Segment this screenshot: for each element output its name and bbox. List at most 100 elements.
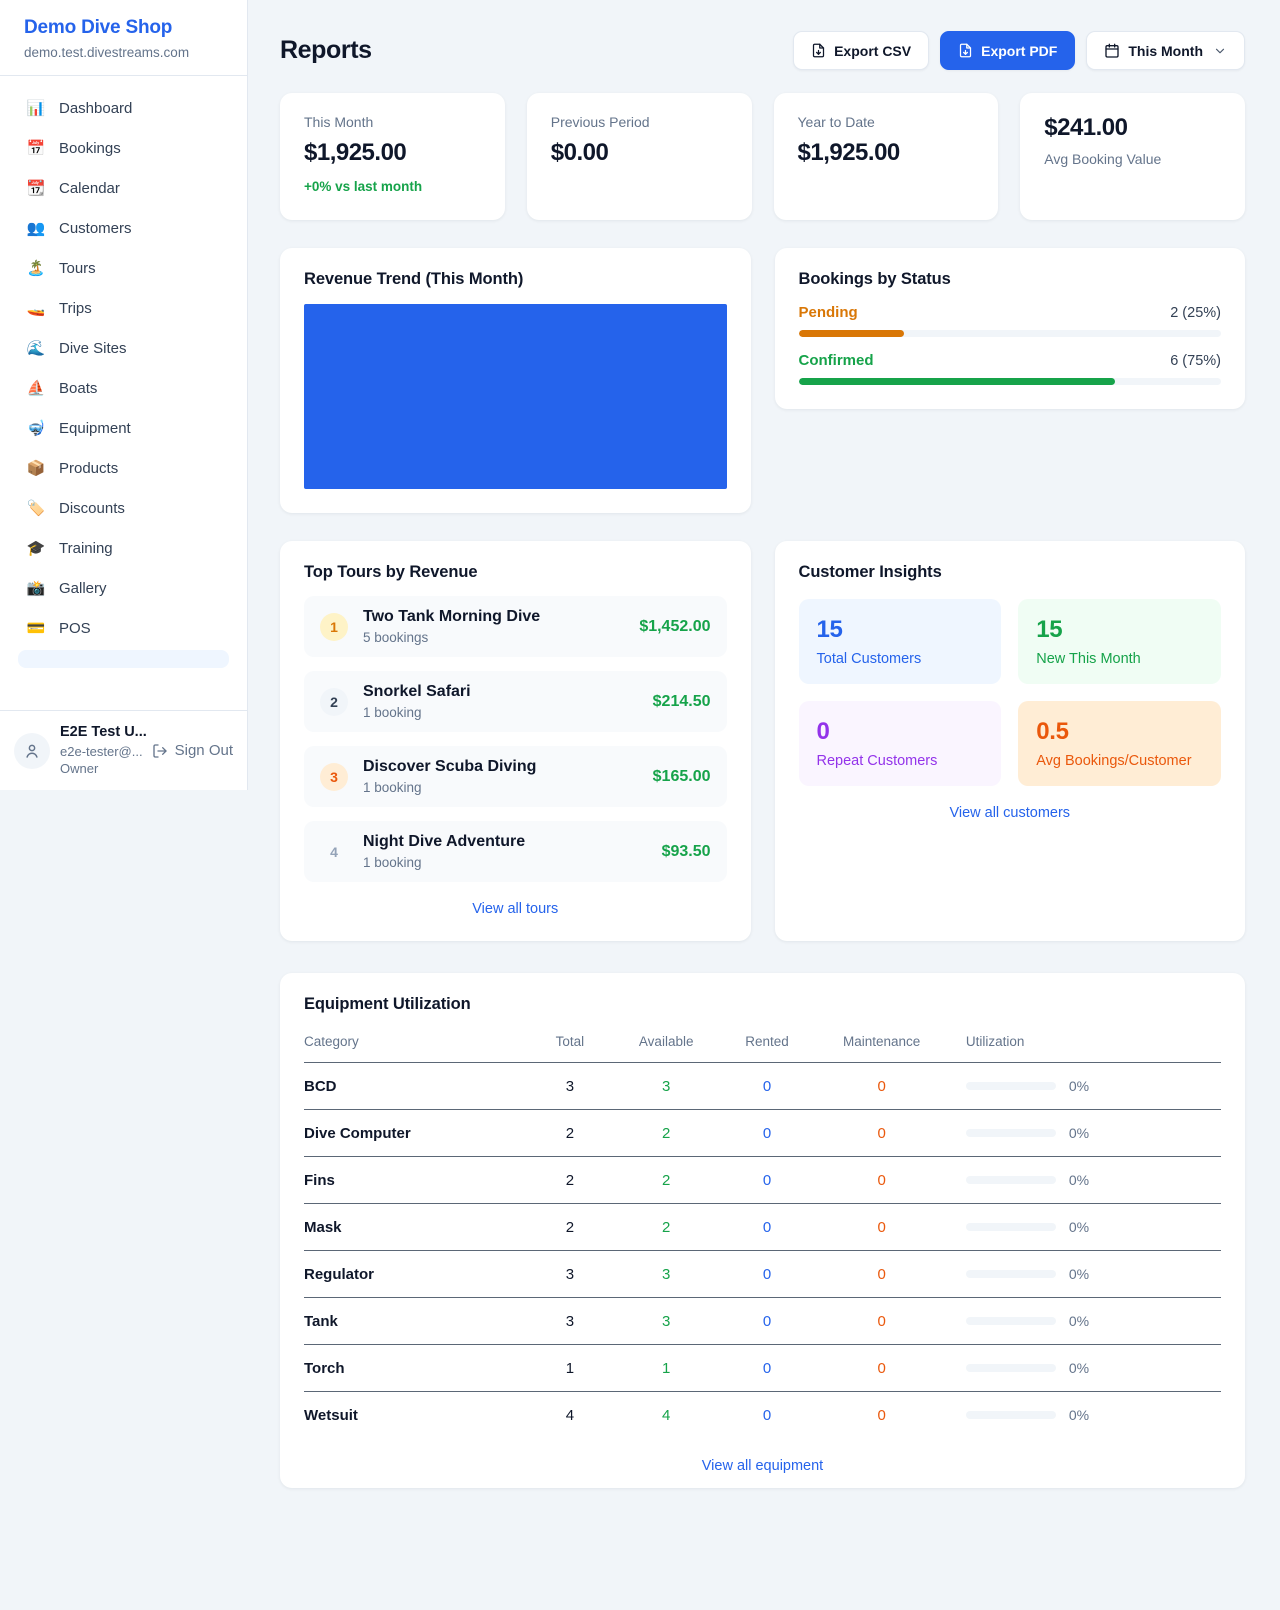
- insight-label: Repeat Customers: [816, 753, 938, 769]
- cell-total: 1: [524, 1344, 616, 1392]
- dashboard-icon: 📊: [26, 100, 46, 117]
- stat-card-year-to-date: Year to Date $1,925.00: [773, 93, 999, 220]
- sidebar-item-trips[interactable]: 🚤 Trips: [14, 290, 233, 326]
- tour-row-3: 3 Discover Scuba Diving 1 booking $165.00: [304, 746, 727, 807]
- sidebar-item-dive-sites[interactable]: 🌊 Dive Sites: [14, 330, 233, 366]
- cell-maintenance: 0: [817, 1156, 946, 1204]
- table-row: Regulator 3 3 0 0 0%: [304, 1250, 1221, 1298]
- cell-total: 2: [524, 1203, 616, 1251]
- sidebar-item-bookings[interactable]: 📅 Bookings: [14, 130, 233, 166]
- cell-utilization: 0%: [945, 1250, 1221, 1298]
- utilization-percent: 0%: [1068, 1125, 1090, 1141]
- export-csv-button[interactable]: Export CSV: [793, 31, 930, 70]
- training-icon: 🎓: [26, 540, 46, 557]
- export-pdf-label: Export PDF: [981, 42, 1058, 59]
- sidebar-item-label: Boats: [59, 379, 98, 397]
- period-select[interactable]: This Month: [1086, 31, 1245, 70]
- cell-maintenance: 0: [877, 1406, 886, 1424]
- equipment-table: Category Total Available Rented Maintenance U…: [304, 1022, 1221, 1439]
- sidebar-item-label: Equipment: [59, 419, 131, 437]
- tour-row-4: 4 Night Dive Adventure 1 booking $93.50: [304, 821, 727, 882]
- tour-revenue: $214.50: [652, 692, 711, 710]
- cell-available: 3: [615, 1297, 717, 1345]
- export-pdf-button[interactable]: Export PDF: [940, 31, 1076, 70]
- utilization-percent: 0%: [1068, 1078, 1090, 1094]
- calendar-icon: [1105, 43, 1120, 58]
- cell-available: 4: [662, 1406, 671, 1424]
- sidebar-item-label: Products: [59, 459, 119, 477]
- boats-icon: ⛵: [26, 380, 46, 397]
- tour-row-1: 1 Two Tank Morning Dive 5 bookings $1,452.0…: [304, 596, 727, 657]
- stat-value: $0.00: [550, 139, 609, 166]
- stat-label: This Month: [304, 114, 374, 130]
- rank-badge: 1: [320, 612, 348, 641]
- cell-maintenance: 0: [817, 1250, 946, 1298]
- tour-revenue: $93.50: [661, 842, 711, 860]
- tour-bookings: 5 bookings: [363, 630, 429, 645]
- stat-value: $1,925.00: [304, 139, 407, 166]
- sign-out-button[interactable]: Sign Out: [152, 742, 233, 759]
- utilization-percent: 0%: [1068, 1360, 1090, 1376]
- avatar: [14, 732, 50, 769]
- stat-change: +0% vs last month: [304, 179, 423, 194]
- cell-maintenance: 0: [817, 1109, 946, 1157]
- trips-icon: 🚤: [26, 300, 46, 317]
- status-row-confirmed: Confirmed 6 (75%): [798, 352, 1221, 385]
- sidebar-item-pos[interactable]: 💳 POS: [14, 610, 233, 646]
- sidebar-item-tours[interactable]: 🏝️ Tours: [14, 250, 233, 286]
- sidebar-item-equipment[interactable]: 🤿 Equipment: [14, 410, 233, 446]
- rank-badge: 4: [330, 843, 338, 860]
- sidebar-item-boats[interactable]: ⛵ Boats: [14, 370, 233, 406]
- cell-available: 2: [615, 1203, 717, 1251]
- cell-rented: 0: [716, 1156, 818, 1204]
- sidebar-item-training[interactable]: 🎓 Training: [14, 530, 233, 566]
- file-download-icon: [812, 43, 825, 58]
- column-header-total: Total: [524, 1022, 616, 1063]
- sidebar-item-calendar[interactable]: 📆 Calendar: [14, 170, 233, 206]
- cell-rented: 0: [716, 1250, 818, 1298]
- sidebar-item-discounts[interactable]: 🏷️ Discounts: [14, 490, 233, 526]
- stat-card-avg-booking-value: $241.00 Avg Booking Value: [1020, 93, 1245, 220]
- sidebar-item-gallery[interactable]: 📸 Gallery: [14, 570, 233, 606]
- user-email: e2e-tester@...: [60, 743, 143, 759]
- bookings-by-status-card: Bookings by Status Pending 2 (25%) Confirm…: [774, 248, 1245, 409]
- utilization-bar: [965, 1223, 1056, 1231]
- view-all-equipment-link[interactable]: View all equipment: [701, 1457, 824, 1474]
- insight-label: Avg Bookings/Customer: [1036, 753, 1192, 769]
- dive-sites-icon: 🌊: [26, 340, 46, 357]
- status-count: 2 (25%): [1170, 305, 1221, 321]
- sidebar-item-active-partial[interactable]: [18, 650, 229, 668]
- file-download-icon: [959, 43, 972, 58]
- export-csv-label: Export CSV: [834, 42, 912, 59]
- status-progress-fill: [798, 330, 905, 337]
- user-panel: E2E Test U... e2e-tester@... Owner Sign …: [0, 710, 247, 790]
- cell-rented: 0: [716, 1062, 818, 1110]
- column-header-available: Available: [615, 1022, 717, 1063]
- status-row-pending: Pending 2 (25%): [798, 304, 1221, 337]
- sidebar-item-customers[interactable]: 👥 Customers: [14, 210, 233, 246]
- utilization-percent: 0%: [1068, 1313, 1090, 1329]
- sidebar-item-products[interactable]: 📦 Products: [14, 450, 233, 486]
- cell-maintenance: 0: [817, 1297, 946, 1345]
- table-row: Tank 3 3 0 0 0%: [304, 1297, 1221, 1345]
- view-all-customers-link[interactable]: View all customers: [949, 805, 1071, 821]
- cell-category: Fins: [304, 1156, 525, 1204]
- tour-revenue: $1,452.00: [639, 617, 711, 635]
- cell-rented: 0: [716, 1297, 818, 1345]
- column-header-utilization: Utilization: [945, 1022, 1221, 1063]
- charts-row: Revenue Trend (This Month) Bookings by S…: [280, 248, 1245, 513]
- utilization-bar: [965, 1364, 1056, 1372]
- sidebar-item-label: POS: [59, 619, 91, 637]
- sidebar-item-label: Gallery: [59, 579, 107, 597]
- utilization-bar: [965, 1082, 1056, 1090]
- gallery-icon: 📸: [26, 580, 46, 597]
- top-tours-title: Top Tours by Revenue: [304, 563, 478, 581]
- sidebar-item-dashboard[interactable]: 📊 Dashboard: [14, 90, 233, 126]
- stat-card-this-month: This Month $1,925.00 +0% vs last month: [280, 93, 505, 220]
- view-all-tours-link[interactable]: View all tours: [472, 901, 559, 917]
- shop-name[interactable]: Demo Dive Shop: [24, 17, 173, 38]
- stat-value: $241.00: [1044, 114, 1128, 141]
- status-label: Confirmed: [798, 352, 874, 369]
- cell-available: 2: [615, 1109, 717, 1157]
- cell-utilization: 0%: [946, 1392, 1221, 1439]
